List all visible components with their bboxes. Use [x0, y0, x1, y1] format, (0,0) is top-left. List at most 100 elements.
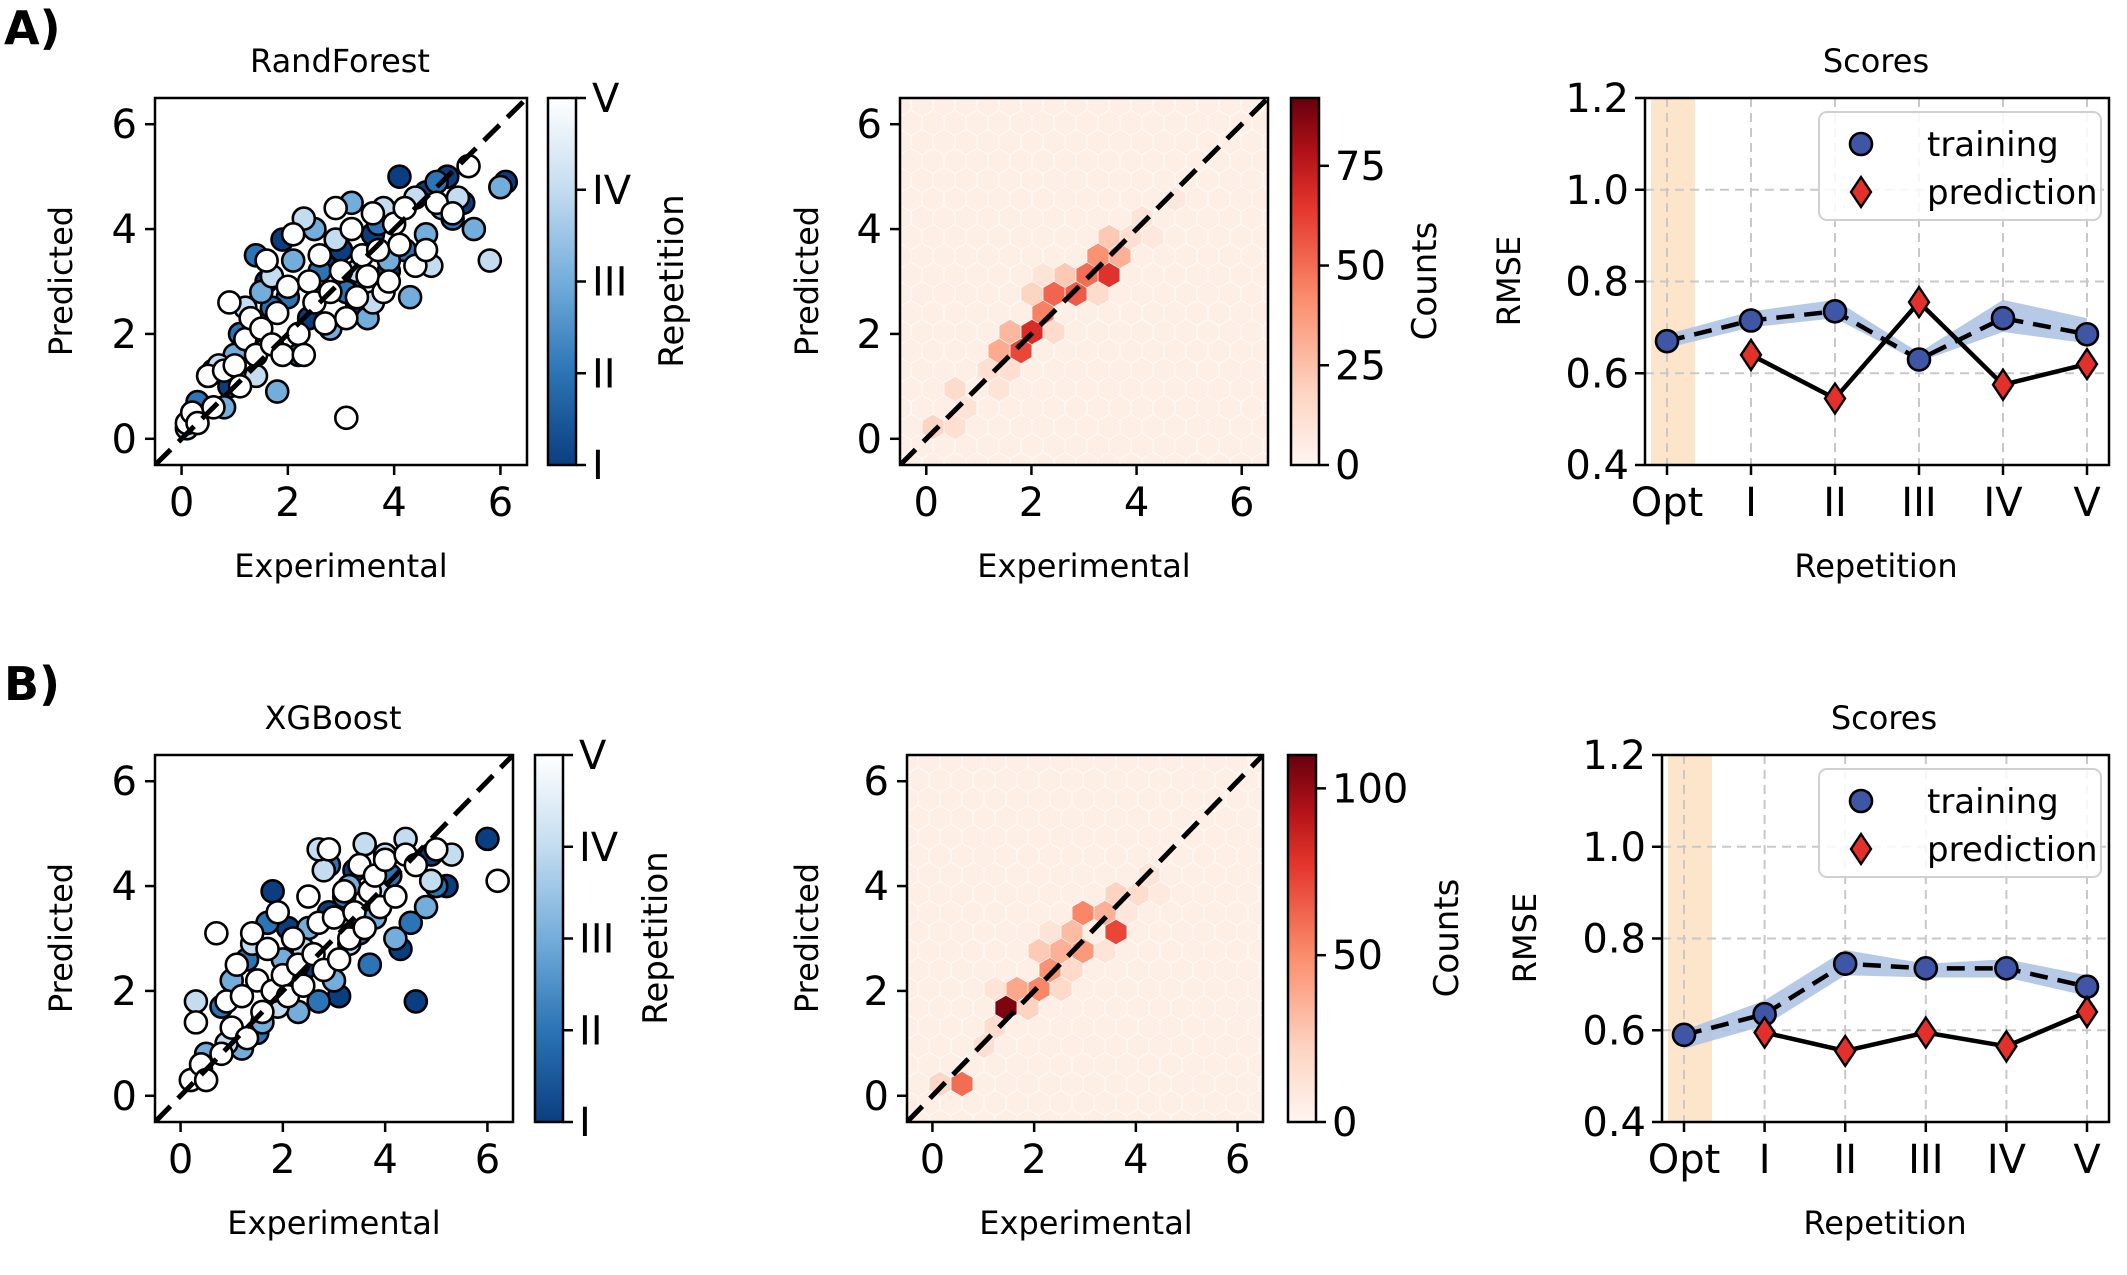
hexbin-cell — [1131, 395, 1153, 421]
hexbin-cell — [1109, 167, 1131, 193]
scores-title: Scores — [1823, 42, 1929, 80]
hexbin-cell — [1120, 148, 1142, 174]
scatter-point-V — [372, 847, 398, 873]
hexbin-cell — [1237, 843, 1259, 869]
hexbin-cell — [1076, 452, 1098, 465]
hexbin-cell — [1127, 1071, 1149, 1097]
hexbin-cell — [1175, 357, 1197, 383]
hexbin-cell — [977, 129, 999, 155]
hexbin-count-cell — [1065, 281, 1087, 307]
opt-shaded-region — [1651, 98, 1695, 465]
hexbin-cell — [1204, 1090, 1226, 1116]
hexbin-cell — [1153, 167, 1175, 193]
hexbin-cell — [1010, 414, 1032, 440]
hexbin-cell — [1032, 224, 1054, 250]
hexbin-cell — [1248, 900, 1263, 926]
x-tick-label: I — [1745, 480, 1757, 526]
hexbin-cell — [918, 755, 940, 774]
scatter-ylabel: Predicted — [42, 206, 80, 356]
hexbin-cell — [951, 957, 973, 983]
hexbin-cell — [973, 995, 995, 1021]
hexbin-cell — [1263, 133, 1268, 151]
hexbin-plot: 00 2 2 4 4 6 6 — [864, 753, 1269, 1183]
hexbin-cell — [1098, 452, 1120, 465]
hexbin-cell — [944, 110, 966, 136]
hexbin-cell — [977, 433, 999, 459]
hexbin-cell — [951, 995, 973, 1021]
hexbin-cell — [955, 243, 977, 269]
hexbin-cell — [973, 805, 995, 831]
hexbin-cell — [1072, 976, 1094, 1002]
hexbin-cell — [1083, 805, 1105, 831]
hexbin-cell — [1219, 243, 1241, 269]
hexbin-cell — [1263, 472, 1284, 496]
scatter-ylabel: Predicted — [42, 863, 80, 1013]
hexbin-count-cell — [922, 414, 944, 440]
training-point — [1906, 347, 1932, 372]
hexbin-cell — [918, 1052, 940, 1078]
hexbin-cell — [1182, 755, 1204, 774]
scatter-point-V — [296, 269, 322, 294]
counts-colorbar-label: Counts — [1405, 222, 1445, 341]
hexbin-cell — [1006, 900, 1028, 926]
hexbin-cell — [1083, 957, 1105, 983]
hexbin-cell — [1131, 319, 1153, 345]
hexbin-cell — [1142, 414, 1164, 440]
hexbin-cell — [1065, 395, 1087, 421]
hexbin-cell — [1087, 319, 1109, 345]
training-point — [1832, 951, 1858, 977]
hexbin-cell — [1017, 805, 1039, 831]
hexbin-cell — [1263, 399, 1268, 417]
hexbin-cell — [1237, 1109, 1259, 1122]
scatter-point-V — [413, 237, 439, 263]
colorbar-tick-label: 50 — [1335, 244, 1386, 290]
identity-line — [155, 755, 513, 1122]
hexbin-cell — [1061, 1071, 1083, 1097]
hexbin-cell — [1061, 995, 1083, 1021]
hexbin-cell — [1010, 300, 1032, 326]
scatter-point-V — [217, 290, 242, 315]
hexbin-cell — [1028, 900, 1050, 926]
x-tick-label: Opt — [1631, 480, 1704, 526]
hexbin-cell — [1087, 167, 1109, 193]
hexbin-cell — [1098, 376, 1120, 402]
scatter-point-IV — [311, 858, 337, 883]
hexbin-count-cell — [944, 376, 966, 402]
plot-frame — [153, 753, 515, 1124]
hexbin-cell — [933, 129, 955, 155]
hexbin-cell — [1010, 376, 1032, 402]
scatter-point-II — [357, 952, 383, 978]
hexbin-cell — [1171, 805, 1193, 831]
hexbin-cell — [1076, 224, 1098, 250]
hexbin-cell — [995, 881, 1017, 907]
hexbin-cell — [962, 900, 984, 926]
y-tick-label: 1.0 — [1565, 168, 1629, 214]
y-tick-label: 0.6 — [1565, 351, 1629, 397]
hexbin-cell — [1028, 786, 1050, 812]
hexbin-cell — [1109, 395, 1131, 421]
hexbin-cell — [1219, 319, 1241, 345]
hexbin-cell — [1182, 786, 1204, 812]
hexbin-cell — [1050, 1014, 1072, 1040]
hexbin-cell — [940, 1052, 962, 1078]
hexbin-cell — [1248, 786, 1263, 812]
colorbar-tick-label: V — [592, 76, 620, 122]
colorbar-bar — [546, 96, 578, 467]
scatter-point-V — [264, 300, 290, 326]
hexbin-cell — [1061, 1109, 1083, 1122]
colorbar-tick-label: I — [592, 443, 604, 489]
hexbin-cell — [1252, 300, 1268, 326]
hexbin-cell — [1197, 395, 1219, 421]
scatter-point-V — [280, 222, 306, 247]
hexbin-cell — [988, 300, 1010, 326]
hexbin-count-cell — [944, 414, 966, 440]
hexbin-ylabel: Predicted — [788, 863, 826, 1013]
hexbin-cell — [1248, 1129, 1269, 1153]
hexbin-cell — [907, 919, 929, 945]
hexbin-cell — [900, 148, 922, 174]
hexbin-cell — [1208, 414, 1230, 440]
hexbin-cell — [999, 281, 1021, 307]
hexbin-cell — [911, 98, 933, 117]
y-tick-label: 4 — [864, 864, 889, 910]
